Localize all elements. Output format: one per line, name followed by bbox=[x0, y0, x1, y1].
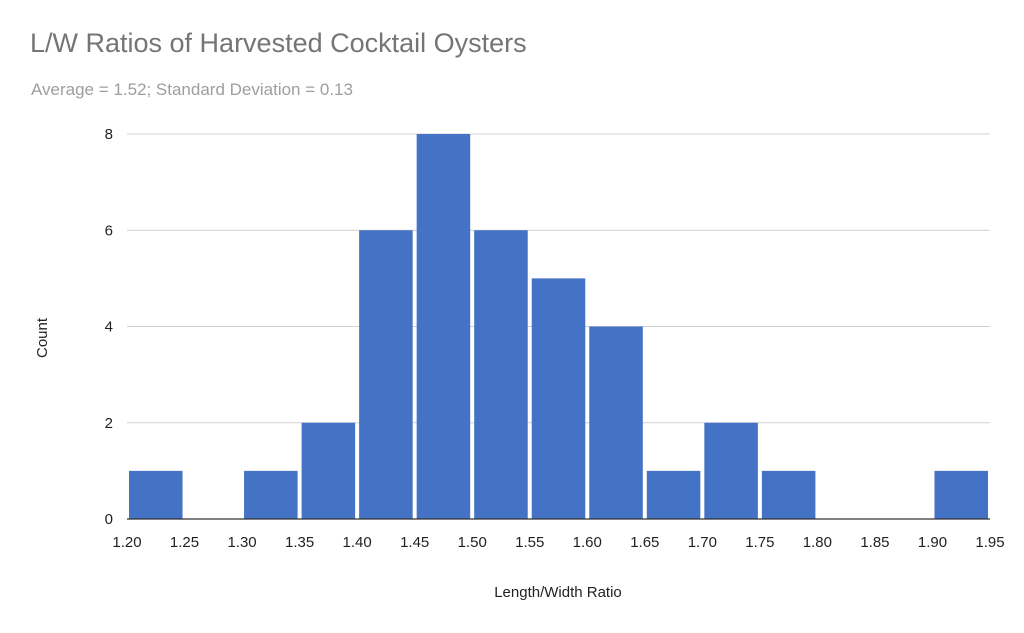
y-tick-label: 4 bbox=[105, 319, 113, 336]
x-tick-label: 1.60 bbox=[573, 534, 602, 551]
chart-subtitle: Average = 1.52; Standard Deviation = 0.1… bbox=[31, 80, 353, 99]
x-tick-label: 1.70 bbox=[688, 534, 717, 551]
x-tick-label: 1.30 bbox=[227, 534, 256, 551]
x-tick-label: 1.25 bbox=[170, 534, 199, 551]
axes: 0 2 4 6 8 1.20 1.25 1.30 1.35 1.40 1.45 1.50 1.55 1.6… bbox=[105, 126, 1005, 551]
histogram-bar bbox=[244, 470, 298, 519]
histogram-bar bbox=[761, 470, 816, 519]
x-tick-label: 1.75 bbox=[745, 534, 774, 551]
x-tick-label: 1.90 bbox=[918, 534, 947, 551]
x-tick-label: 1.20 bbox=[112, 534, 141, 551]
histogram-bar bbox=[531, 278, 586, 519]
histogram-bar bbox=[359, 230, 413, 519]
bars bbox=[129, 134, 988, 519]
histogram-bar bbox=[704, 422, 758, 519]
x-tick-label: 1.95 bbox=[975, 534, 1004, 551]
x-tick-label: 1.80 bbox=[803, 534, 832, 551]
y-axis-label: Count bbox=[34, 317, 51, 358]
chart-title: L/W Ratios of Harvested Cocktail Oysters bbox=[30, 28, 527, 58]
histogram-bar bbox=[646, 470, 701, 519]
y-tick-label: 0 bbox=[105, 511, 113, 528]
y-tick-label: 6 bbox=[105, 222, 113, 239]
x-tick-label: 1.55 bbox=[515, 534, 544, 551]
x-tick-label: 1.45 bbox=[400, 534, 429, 551]
x-axis-label: Length/Width Ratio bbox=[494, 584, 622, 601]
histogram-bar bbox=[589, 326, 643, 519]
y-tick-label: 2 bbox=[105, 415, 113, 432]
x-tick-label: 1.85 bbox=[860, 534, 889, 551]
histogram-bar bbox=[474, 230, 528, 519]
x-tick-label: 1.65 bbox=[630, 534, 659, 551]
histogram-bar bbox=[129, 470, 183, 519]
histogram-bar bbox=[934, 470, 988, 519]
x-tick-label: 1.40 bbox=[343, 534, 372, 551]
x-tick-label: 1.35 bbox=[285, 534, 314, 551]
histogram-bar bbox=[301, 422, 356, 519]
histogram-bar bbox=[416, 134, 471, 519]
y-tick-label: 8 bbox=[105, 126, 113, 143]
x-tick-label: 1.50 bbox=[458, 534, 487, 551]
